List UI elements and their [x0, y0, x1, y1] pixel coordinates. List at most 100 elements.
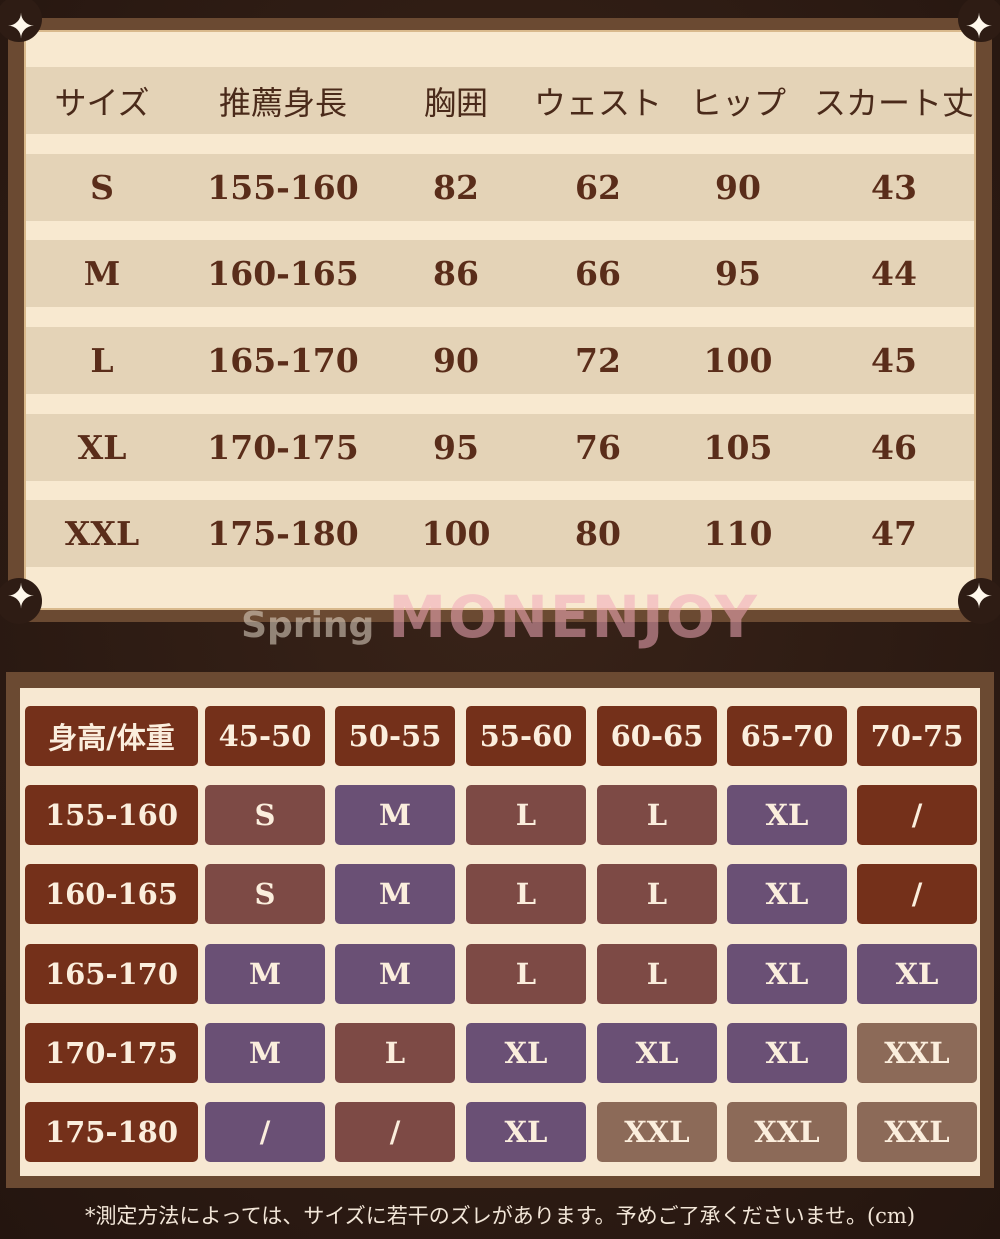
table-cell: 46: [871, 428, 917, 467]
sparkle-icon: ✦: [6, 577, 36, 617]
weight-header: 55-60: [466, 706, 586, 766]
table-cell: L: [90, 341, 114, 380]
row-stripe: [26, 500, 974, 567]
size-cell: M: [335, 785, 455, 845]
size-cell: /: [335, 1102, 455, 1162]
row-stripe: [26, 414, 974, 481]
size-cell: L: [335, 1023, 455, 1083]
weight-header: 45-50: [205, 706, 325, 766]
table-cell: 80: [575, 514, 621, 553]
size-cell: L: [597, 864, 717, 924]
table-cell: 45: [871, 341, 917, 380]
frame-corner: [958, 0, 1000, 42]
table-cell: 82: [433, 168, 479, 207]
table-cell: 76: [575, 428, 621, 467]
size-cell: S: [205, 785, 325, 845]
size-table: サイズ 推薦身長 胸囲 ウェスト ヒップ スカート丈 S 155-160 82 62 90 43 M 16…: [24, 30, 976, 610]
table-row: M 160-165 86 66 95 44: [26, 240, 974, 307]
table-cell: 86: [433, 254, 479, 293]
column-header: スカート丈: [813, 83, 975, 122]
weight-header: 65-70: [727, 706, 847, 766]
size-cell: L: [466, 785, 586, 845]
table-cell: 62: [575, 168, 621, 207]
table-row: XXL 175-180 100 80 110 47: [26, 500, 974, 567]
table-cell: 95: [433, 428, 479, 467]
table-cell: 90: [433, 341, 479, 380]
table-cell: 110: [703, 514, 773, 553]
table-cell: 100: [421, 514, 491, 553]
height-header: 160-165: [25, 864, 198, 924]
height-header: 165-170: [25, 944, 198, 1004]
frame-corner: [958, 578, 1000, 624]
size-cell: L: [466, 944, 586, 1004]
height-header: 155-160: [25, 785, 198, 845]
row-stripe: [26, 67, 974, 134]
table-row: L 165-170 90 72 100 45: [26, 327, 974, 394]
size-cell: M: [205, 944, 325, 1004]
row-stripe: [26, 327, 974, 394]
table-cell: 47: [871, 514, 917, 553]
fit-grid-background: [20, 688, 980, 1176]
column-header: 推薦身長: [218, 83, 348, 122]
frame-corner: [0, 0, 42, 42]
column-header: 胸囲: [423, 83, 489, 122]
size-cell: L: [597, 944, 717, 1004]
table-cell: 105: [703, 428, 773, 467]
table-cell: M: [83, 254, 121, 293]
footnote: *測定方法によっては、サイズに若干のズレがあります。予めご了承くださいませ。(c…: [84, 1204, 916, 1228]
size-cell: XXL: [727, 1102, 847, 1162]
size-cell: XL: [727, 944, 847, 1004]
column-header: サイズ: [54, 83, 150, 122]
table-cell: 155-160: [207, 168, 359, 207]
weight-header: 70-75: [857, 706, 977, 766]
frame-corner: [0, 578, 42, 624]
row-stripe: [26, 240, 974, 307]
table-cell: 165-170: [207, 341, 359, 380]
size-cell: S: [205, 864, 325, 924]
table-cell: 170-175: [207, 428, 359, 467]
size-cell: XXL: [597, 1102, 717, 1162]
size-cell: XL: [597, 1023, 717, 1083]
table-cell: 95: [715, 254, 761, 293]
sparkle-icon: ✦: [964, 7, 994, 47]
table-cell: 43: [871, 168, 917, 207]
table-cell: XXL: [64, 514, 140, 553]
height-header: 175-180: [25, 1102, 198, 1162]
size-cell: M: [335, 864, 455, 924]
size-cell: XL: [466, 1102, 586, 1162]
size-cell: L: [466, 864, 586, 924]
size-cell: XL: [727, 864, 847, 924]
size-cell: /: [857, 785, 977, 845]
table-cell: XL: [77, 428, 127, 467]
size-cell: XXL: [857, 1023, 977, 1083]
size-cell: /: [205, 1102, 325, 1162]
size-cell: XXL: [857, 1102, 977, 1162]
grid-corner-label: 身高/体重: [25, 706, 198, 766]
size-cell: L: [597, 785, 717, 845]
sparkle-icon: ✦: [6, 7, 36, 47]
size-cell: XL: [857, 944, 977, 1004]
table-cell: 44: [871, 254, 917, 293]
height-header: 170-175: [25, 1023, 198, 1083]
size-cell: XL: [727, 1023, 847, 1083]
table-row: S 155-160 82 62 90 43: [26, 154, 974, 221]
weight-header: 60-65: [597, 706, 717, 766]
table-header-row: サイズ 推薦身長 胸囲 ウェスト ヒップ スカート丈: [26, 67, 974, 134]
size-cell: XL: [727, 785, 847, 845]
size-cell: M: [205, 1023, 325, 1083]
size-cell: M: [335, 944, 455, 1004]
column-header: ヒップ: [689, 83, 787, 122]
table-row: XL 170-175 95 76 105 46: [26, 414, 974, 481]
table-cell: 100: [703, 341, 773, 380]
row-stripe: [26, 154, 974, 221]
table-cell: 72: [575, 341, 621, 380]
table-cell: 175-180: [207, 514, 359, 553]
weight-header: 50-55: [335, 706, 455, 766]
column-header: ウェスト: [533, 83, 663, 122]
table-cell: 90: [715, 168, 761, 207]
table-cell: S: [90, 168, 114, 207]
sparkle-icon: ✦: [964, 577, 994, 617]
table-cell: 66: [575, 254, 621, 293]
size-cell: /: [857, 864, 977, 924]
size-cell: XL: [466, 1023, 586, 1083]
